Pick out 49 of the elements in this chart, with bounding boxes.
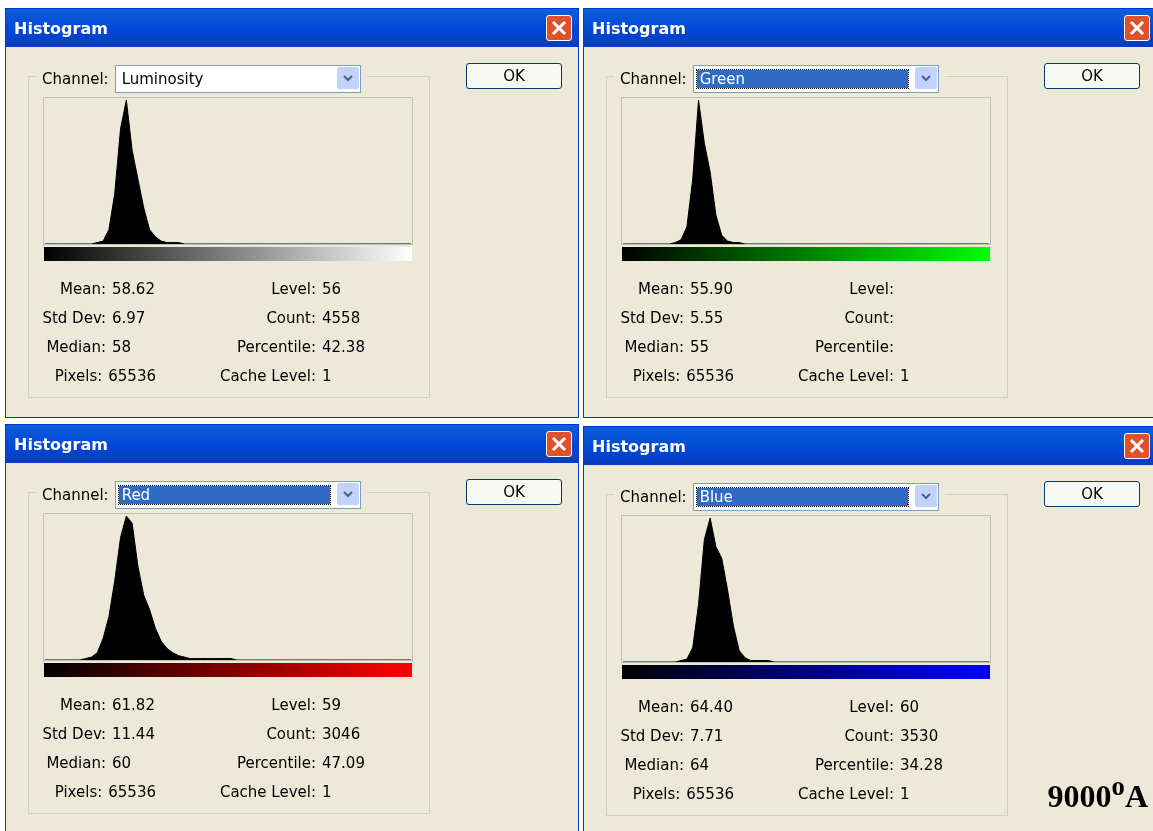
- text: Green: [696, 70, 908, 88]
- text: 9000$^{o}$A: [1047, 771, 1148, 815]
- text: Count: 4558: [265, 308, 361, 327]
- text: Mean: 61.82: [59, 695, 155, 714]
- text: Percentile: 34.28: [813, 755, 943, 774]
- text: Mean: 64.40: [637, 697, 733, 716]
- text: Percentile: 47.09: [235, 753, 365, 772]
- text: Channel:: [42, 486, 109, 504]
- text: Percentile: 42.38: [235, 337, 365, 356]
- chart-title: Histogram: [592, 436, 686, 456]
- text: OK: [1044, 481, 1140, 507]
- chart-title: Histogram: [14, 434, 108, 454]
- chart-title: Histogram: [592, 18, 686, 38]
- text: Median: 60: [45, 753, 132, 772]
- text: Pixels: 65536: [631, 366, 734, 385]
- text: OK: [466, 479, 562, 505]
- text: Cache Level: 1: [796, 784, 910, 803]
- text: Median: 55: [623, 337, 710, 356]
- text: Count: 3046: [265, 724, 361, 743]
- text: Median: 58: [45, 337, 132, 356]
- text: Cache Level: 1: [218, 782, 332, 801]
- text: Blue: [696, 488, 908, 506]
- text: Std Dev: 7.71: [619, 726, 724, 745]
- text: Std Dev: 6.97: [41, 308, 146, 327]
- text: Level:: [848, 279, 894, 298]
- text: Level: 59: [270, 695, 342, 714]
- text: Mean: 55.90: [637, 279, 733, 298]
- text: Channel:: [620, 488, 687, 506]
- text: Pixels: 65536: [631, 784, 734, 803]
- text: Pixels: 65536: [53, 366, 156, 385]
- text: Std Dev: 11.44: [41, 724, 155, 743]
- text: Channel:: [620, 70, 687, 88]
- text: Mean: 58.62: [59, 279, 155, 298]
- text: Level: 56: [270, 279, 342, 298]
- text: Pixels: 65536: [53, 782, 156, 801]
- text: Std Dev: 5.55: [619, 308, 724, 327]
- chart-title: Histogram: [14, 18, 108, 38]
- text: Luminosity: [120, 70, 205, 88]
- text: Count:: [843, 308, 894, 327]
- text: Cache Level: 1: [796, 366, 910, 385]
- text: Cache Level: 1: [218, 366, 332, 385]
- text: Level: 60: [848, 697, 920, 716]
- text: OK: [1044, 63, 1140, 89]
- text: Percentile:: [813, 337, 894, 356]
- text: Count: 3530: [843, 726, 939, 745]
- text: OK: [466, 63, 562, 89]
- text: Red: [118, 486, 330, 504]
- text: Median: 64: [623, 755, 710, 774]
- text: Channel:: [42, 70, 109, 88]
